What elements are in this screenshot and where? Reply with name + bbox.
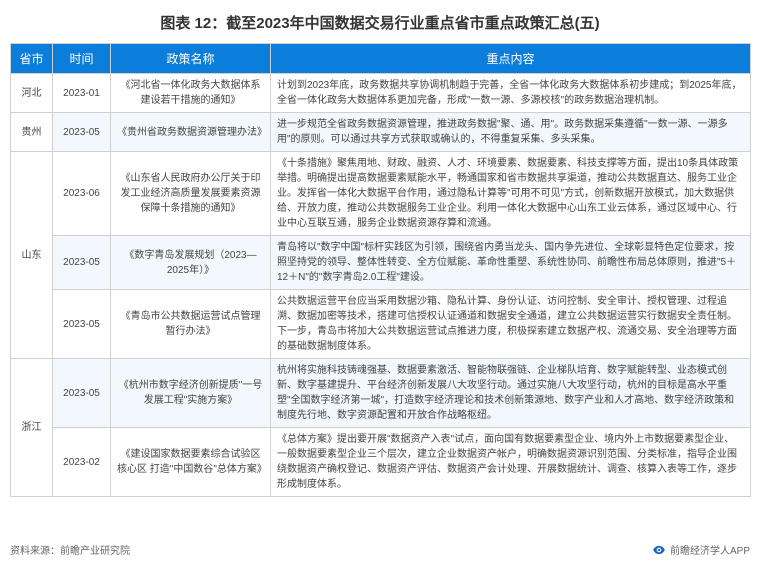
cell-content: 计划到2023年底，政务数据共享协调机制趋于完善，全省一体化政务大数据体系初步建… [271,74,751,113]
cell-province: 河北 [11,74,53,113]
table-row: 2023-05《数字青岛发展规划（2023—2025年）》青岛将以"数字中国"标… [11,236,751,290]
cell-policy: 《数字青岛发展规划（2023—2025年）》 [111,236,271,290]
cell-policy: 《青岛市公共数据运营试点管理暂行办法》 [111,290,271,359]
cell-province: 山东 [11,152,53,359]
col-content: 重点内容 [271,44,751,74]
cell-time: 2023-05 [53,359,111,428]
cell-content: 进一步规范全省政务数据资源管理，推进政务数据"聚、通、用"。政务数据采集遵循"一… [271,113,751,152]
cell-province: 浙江 [11,359,53,497]
footer-app-label: 前瞻经济学人APP [670,542,750,557]
cell-time: 2023-05 [53,113,111,152]
col-province: 省市 [11,44,53,74]
cell-time: 2023-02 [53,428,111,497]
cell-time: 2023-06 [53,152,111,236]
cell-content: 杭州将实施科技铸魂强基、数据要素激活、智能物联强链、企业梯队培育、数字赋能转型、… [271,359,751,428]
footer-app: 前瞻经济学人APP [652,542,750,557]
cell-content: 《十条措施》聚焦用地、财政、融资、人才、环境要素、数据要素、科技支撑等方面，提出… [271,152,751,236]
cell-policy: 《建设国家数据要素综合试验区核心区 打造"中国数谷"总体方案》 [111,428,271,497]
cell-province: 贵州 [11,113,53,152]
cell-content: 公共数据运营平台应当采用数据沙箱、隐私计算、身份认证、访问控制、安全审计、授权管… [271,290,751,359]
footer-source: 资料来源：前瞻产业研究院 [10,542,130,557]
eye-icon [652,543,666,557]
cell-policy: 《杭州市数字经济创新提质"一号发展工程"实施方案》 [111,359,271,428]
cell-policy: 《山东省人民政府办公厅关于印发工业经济高质量发展要素资源保障十条措施的通知》 [111,152,271,236]
table-row: 贵州2023-05《贵州省政务数据资源管理办法》进一步规范全省政务数据资源管理，… [11,113,751,152]
cell-time: 2023-05 [53,290,111,359]
table-row: 2023-05《青岛市公共数据运营试点管理暂行办法》公共数据运营平台应当采用数据… [11,290,751,359]
col-time: 时间 [53,44,111,74]
table-row: 浙江2023-05《杭州市数字经济创新提质"一号发展工程"实施方案》杭州将实施科… [11,359,751,428]
cell-content: 《总体方案》提出要开展"数据资产入表"试点，面向国有数据要素型企业、境内外上市数… [271,428,751,497]
cell-content: 青岛将以"数字中国"标杆实践区为引领，围绕省内勇当龙头、国内争先进位、全球彰显特… [271,236,751,290]
col-policy: 政策名称 [111,44,271,74]
policy-table: 省市 时间 政策名称 重点内容 河北2023-01《河北省一体化政务大数据体系建… [10,43,751,497]
cell-time: 2023-05 [53,236,111,290]
chart-title: 图表 12：截至2023年中国数据交易行业重点省市重点政策汇总(五) [0,0,760,43]
cell-policy: 《贵州省政务数据资源管理办法》 [111,113,271,152]
cell-policy: 《河北省一体化政务大数据体系建设若干措施的通知》 [111,74,271,113]
table-row: 河北2023-01《河北省一体化政务大数据体系建设若干措施的通知》计划到2023… [11,74,751,113]
table-row: 2023-02《建设国家数据要素综合试验区核心区 打造"中国数谷"总体方案》《总… [11,428,751,497]
cell-time: 2023-01 [53,74,111,113]
table-row: 山东2023-06《山东省人民政府办公厅关于印发工业经济高质量发展要素资源保障十… [11,152,751,236]
table-header-row: 省市 时间 政策名称 重点内容 [11,44,751,74]
